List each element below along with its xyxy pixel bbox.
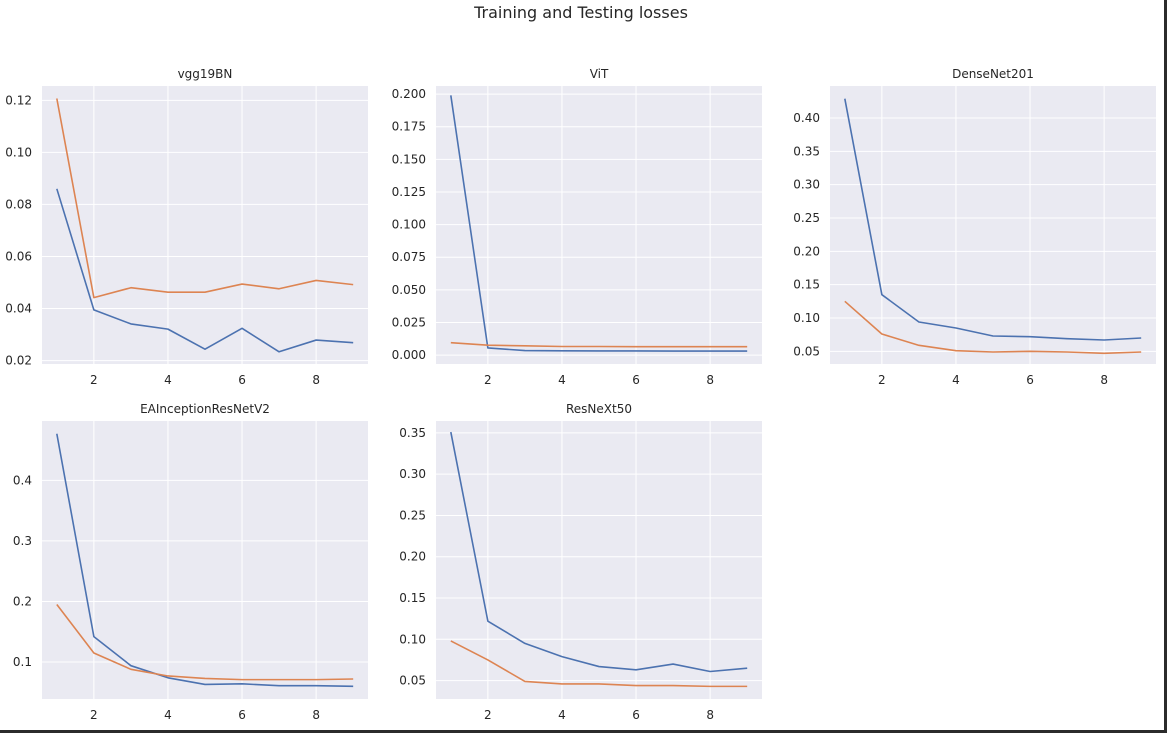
x-tick-label: 2 <box>90 373 98 387</box>
y-tick-label: 0.150 <box>392 152 426 166</box>
x-tick-label: 2 <box>484 373 492 387</box>
x-tick-label: 6 <box>632 373 640 387</box>
subplot-title: EAInceptionResNetV2 <box>140 402 270 416</box>
y-tick-label: 0.10 <box>399 632 426 646</box>
subplot-2: 2 4 6 8 0.000 0.025 0.050 0.075 0.100 0.125 0.150 0… <box>392 67 762 387</box>
plot-area <box>830 86 1156 364</box>
y-tick-label: 0.000 <box>392 348 426 362</box>
y-tick-label: 0.02 <box>5 354 32 368</box>
y-tick-label: 0.175 <box>392 120 426 134</box>
plot-area <box>42 86 368 364</box>
y-tick-label: 0.05 <box>399 674 426 688</box>
x-tick-label: 8 <box>706 708 714 722</box>
x-tick-label: 4 <box>558 373 566 387</box>
y-tick-label: 0.050 <box>392 283 426 297</box>
y-tick-label: 0.30 <box>793 178 820 192</box>
y-tick-label: 0.12 <box>5 93 32 107</box>
x-tick-label: 8 <box>312 708 320 722</box>
subplot-5: 2 4 6 8 0.05 0.10 0.15 0.20 0.25 0.30 0.35 ResNeXt5… <box>399 402 762 722</box>
x-tick-label: 6 <box>1026 373 1034 387</box>
x-tick-label: 8 <box>706 373 714 387</box>
y-tick-label: 0.25 <box>793 211 820 225</box>
y-tick-label: 0.3 <box>13 534 32 548</box>
y-tick-label: 0.20 <box>399 550 426 564</box>
y-tick-label: 0.10 <box>793 311 820 325</box>
x-tick-label: 6 <box>632 708 640 722</box>
x-tick-label: 4 <box>558 708 566 722</box>
y-tick-label: 0.2 <box>13 594 32 608</box>
y-tick-label: 0.40 <box>793 111 820 125</box>
y-tick-label: 0.08 <box>5 197 32 211</box>
y-tick-label: 0.15 <box>793 278 820 292</box>
plot-area <box>436 421 762 699</box>
y-tick-label: 0.075 <box>392 250 426 264</box>
x-tick-label: 2 <box>90 708 98 722</box>
y-tick-label: 0.20 <box>793 244 820 258</box>
y-tick-label: 0.35 <box>793 144 820 158</box>
y-tick-label: 0.06 <box>5 249 32 263</box>
x-tick-label: 4 <box>164 373 172 387</box>
subplot-3: 2 4 6 8 0.05 0.10 0.15 0.20 0.25 0.30 0.35 0.40 Dens… <box>793 67 1156 387</box>
y-tick-label: 0.100 <box>392 218 426 232</box>
y-tick-label: 0.25 <box>399 508 426 522</box>
plot-area <box>42 421 368 699</box>
x-tick-label: 8 <box>1100 373 1108 387</box>
y-tick-label: 0.15 <box>399 591 426 605</box>
subplot-title: ViT <box>590 67 609 81</box>
x-tick-label: 2 <box>878 373 886 387</box>
y-tick-label: 0.200 <box>392 87 426 101</box>
subplot-title: DenseNet201 <box>952 67 1034 81</box>
subplot-title: ResNeXt50 <box>566 402 632 416</box>
x-tick-label: 6 <box>238 708 246 722</box>
y-tick-label: 0.10 <box>5 145 32 159</box>
y-tick-label: 0.025 <box>392 315 426 329</box>
y-tick-label: 0.30 <box>399 467 426 481</box>
y-tick-label: 0.1 <box>13 655 32 669</box>
x-tick-label: 4 <box>164 708 172 722</box>
y-tick-label: 0.35 <box>399 426 426 440</box>
subplot-title: vgg19BN <box>178 67 233 81</box>
y-tick-label: 0.125 <box>392 185 426 199</box>
x-tick-label: 6 <box>238 373 246 387</box>
subplot-1: 2 4 6 8 0.02 0.04 0.06 0.08 0.10 0.12 vgg19BN <box>5 67 368 387</box>
x-tick-label: 8 <box>312 373 320 387</box>
subplot-4: 2 4 6 8 0.1 0.2 0.3 0.4 EAInceptionResNetV2 <box>13 402 368 722</box>
y-tick-label: 0.4 <box>13 473 32 487</box>
x-tick-label: 2 <box>484 708 492 722</box>
figure-title: Training and Testing losses <box>473 3 688 22</box>
y-tick-label: 0.04 <box>5 302 32 316</box>
y-tick-label: 0.05 <box>793 344 820 358</box>
x-tick-label: 4 <box>952 373 960 387</box>
